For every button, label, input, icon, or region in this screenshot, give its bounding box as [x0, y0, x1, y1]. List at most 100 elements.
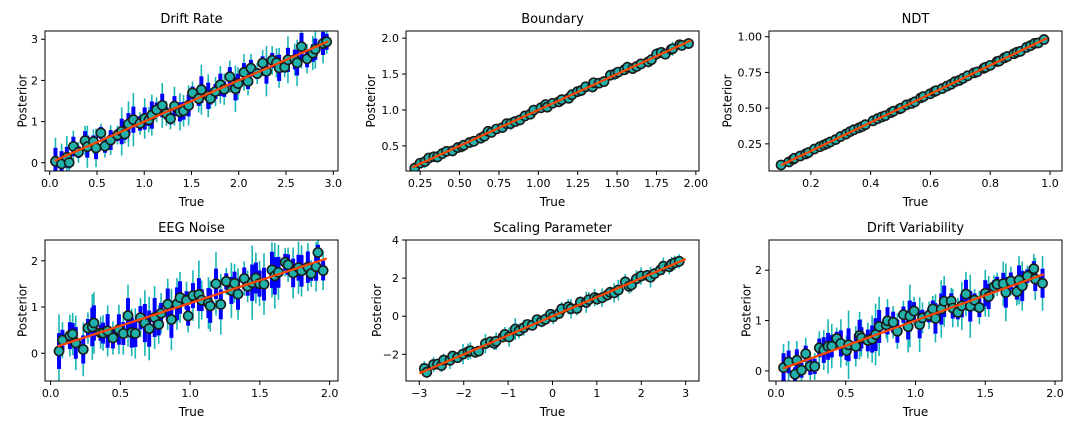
identity-line: [54, 40, 329, 162]
y-tick-label: 0.75: [738, 66, 763, 79]
data-marks: [53, 240, 329, 381]
median-point-4: [796, 364, 807, 376]
identity-line: [782, 273, 1045, 370]
median-point-25: [165, 113, 176, 125]
x-tick-label: 1: [593, 387, 600, 400]
identity-line: [57, 257, 328, 348]
median-point-57: [1028, 263, 1040, 275]
median-point-12: [107, 332, 119, 344]
median-point-3: [67, 328, 79, 340]
x-tick-label: 1.5: [183, 177, 201, 190]
y-tick-label: 1: [31, 116, 38, 129]
subplot-5: −3 −2 −1 0 1 2 3 −2 0 2 4 Scaling Parameter True Post…: [370, 221, 700, 419]
identity-line: [780, 37, 1048, 167]
x-tick-label: 1.50: [605, 177, 630, 190]
y-tick-label: 4: [392, 234, 399, 247]
subplot-title: NDT: [902, 12, 930, 27]
median-point-59: [317, 265, 329, 276]
y-axis-label: Posterior: [370, 284, 384, 337]
x-tick-label: 0.0: [42, 387, 60, 400]
median-point-54: [296, 41, 307, 53]
subplot-title: Drift Rate: [160, 12, 222, 27]
x-tick-label: 1.0: [1041, 177, 1059, 190]
y-axis-label: Posterior: [720, 74, 734, 127]
median-point-38: [224, 71, 236, 83]
median-point-15: [122, 310, 134, 322]
y-tick-label: 2: [392, 272, 399, 285]
subplot-title: EEG Noise: [158, 221, 225, 236]
median-point-35: [210, 278, 222, 290]
axes-frame: [405, 30, 700, 172]
median-point-7: [809, 361, 821, 372]
median-point-5: [800, 348, 812, 360]
data-marks: [418, 254, 687, 379]
median-point-32: [195, 84, 207, 96]
y-tick-label: 1.0: [382, 104, 400, 117]
median-point-53: [291, 57, 303, 69]
identity-line: [418, 258, 687, 375]
x-axis-label: True: [902, 405, 929, 419]
subplot-title: Scaling Parameter: [493, 221, 613, 236]
median-point-45: [973, 302, 985, 313]
subplot-title: Boundary: [521, 12, 584, 27]
x-tick-label: 0.75: [487, 177, 512, 190]
median-point-25: [887, 316, 899, 328]
x-axis-label: True: [178, 195, 205, 209]
median-point-8: [88, 317, 100, 329]
y-axis-label: Posterior: [16, 284, 30, 337]
subplot-4: 0.0 0.5 1.0 1.5 2.0 0 1 2 EEG Noise True Posterior: [16, 221, 339, 419]
x-tick-label: 0.5: [112, 387, 130, 400]
x-tick-label: 0.50: [447, 177, 472, 190]
x-tick-label: 0.2: [802, 177, 820, 190]
y-tick-label: 0.50: [738, 102, 763, 115]
subplot-2: 0.25 0.50 0.75 1.00 1.25 1.50 1.75 2.00 0.5 1.0 1.…: [364, 12, 708, 209]
x-tick-label: 1.5: [251, 387, 269, 400]
x-tick-label: 0.25: [408, 177, 433, 190]
data-marks: [775, 34, 1050, 171]
y-tick-label: 0: [755, 365, 762, 378]
x-tick-label: 2.0: [321, 387, 339, 400]
y-tick-label: 1: [755, 315, 762, 328]
y-tick-label: 2: [31, 74, 38, 87]
median-point-29: [182, 310, 194, 322]
x-tick-label: 0: [549, 387, 556, 400]
x-tick-label: 0.0: [767, 387, 785, 400]
x-tick-label: 0.8: [981, 177, 999, 190]
median-point-10: [95, 127, 107, 139]
median-point-58: [312, 247, 324, 258]
y-tick-label: 0: [392, 310, 399, 323]
data-marks: [50, 31, 333, 171]
x-tick-label: 1.0: [181, 387, 199, 400]
y-tick-label: 0.5: [382, 140, 400, 153]
y-tick-label: 1.5: [382, 68, 400, 81]
median-point-22: [153, 319, 165, 330]
median-point-3: [63, 157, 75, 169]
x-tick-label: 1.0: [907, 387, 925, 400]
y-tick-label: −2: [383, 348, 399, 361]
x-tick-label: 3: [682, 387, 689, 400]
x-tick-label: 2.0: [230, 177, 248, 190]
median-point-34: [204, 300, 216, 312]
y-axis-label: Posterior: [16, 74, 30, 127]
x-tick-label: 1.5: [977, 387, 995, 400]
x-tick-label: 2: [638, 387, 645, 400]
median-point-17: [129, 327, 141, 339]
y-tick-label: 1: [31, 301, 38, 314]
x-axis-label: True: [178, 405, 205, 419]
y-tick-label: 2.0: [382, 32, 400, 45]
median-point-30: [908, 305, 920, 317]
x-tick-label: −3: [411, 387, 427, 400]
median-point-59: [1037, 277, 1048, 289]
x-tick-label: 2.5: [277, 177, 295, 190]
y-tick-label: 0.25: [738, 138, 763, 151]
median-point-42: [960, 288, 972, 300]
x-tick-label: 0.5: [88, 177, 106, 190]
median-point-51: [282, 259, 294, 271]
y-tick-label: 2: [755, 264, 762, 277]
x-tick-label: 0.4: [862, 177, 880, 190]
median-point-25: [166, 314, 177, 325]
subplot-6: 0.0 0.5 1.0 1.5 2.0 0 1 2 Drift Variability True P…: [740, 221, 1064, 419]
x-tick-label: 2.0: [1046, 387, 1064, 400]
y-axis-label: Posterior: [364, 74, 378, 127]
